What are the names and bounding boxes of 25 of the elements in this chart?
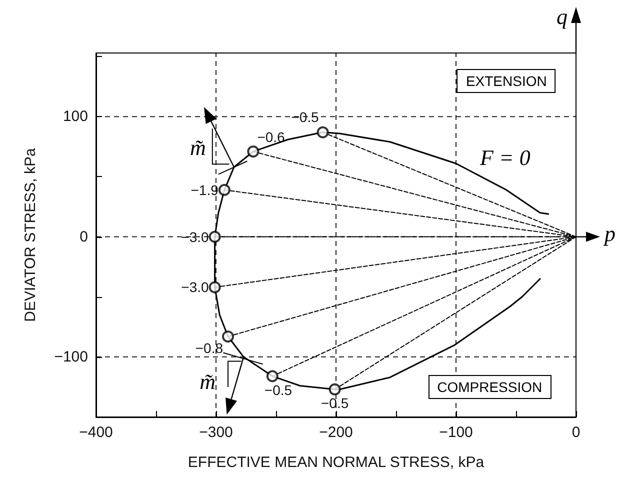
text: p bbox=[604, 220, 616, 247]
annotation: m̃ bbox=[200, 368, 216, 395]
annotation: −0.8 bbox=[195, 340, 223, 356]
annotation: −0.5 bbox=[291, 109, 319, 126]
annotation: −0.6 bbox=[257, 128, 285, 144]
annotation: −3.0 bbox=[181, 279, 209, 296]
y-tick-label: 0 bbox=[80, 228, 88, 246]
y-tick-label: 100 bbox=[62, 108, 88, 126]
x-tick-label: −400 bbox=[79, 424, 113, 441]
x-axis-title: EFFECTIVE MEAN NORMAL STRESS, kPa bbox=[188, 454, 485, 471]
text: q bbox=[556, 4, 568, 30]
annotation: m̃ bbox=[190, 135, 206, 162]
x-tick-label: −300 bbox=[199, 424, 233, 441]
x-tick-label: −200 bbox=[319, 424, 353, 441]
annotation: −3.0 bbox=[181, 228, 209, 245]
annotation: −0.5 bbox=[320, 395, 349, 412]
annotation: −1.9 bbox=[190, 182, 218, 198]
x-tick-label: −100 bbox=[439, 424, 473, 441]
y-tick-label: −100 bbox=[54, 348, 88, 366]
x-tick-label: 0 bbox=[572, 424, 580, 441]
y-axis-title: DEVIATOR STRESS, kPa bbox=[22, 148, 39, 322]
annotation: −0.5 bbox=[264, 382, 292, 398]
annotation: F = 0 bbox=[480, 144, 530, 170]
annotation: EXTENSION bbox=[456, 68, 556, 93]
annotation: COMPRESSION bbox=[428, 374, 552, 399]
